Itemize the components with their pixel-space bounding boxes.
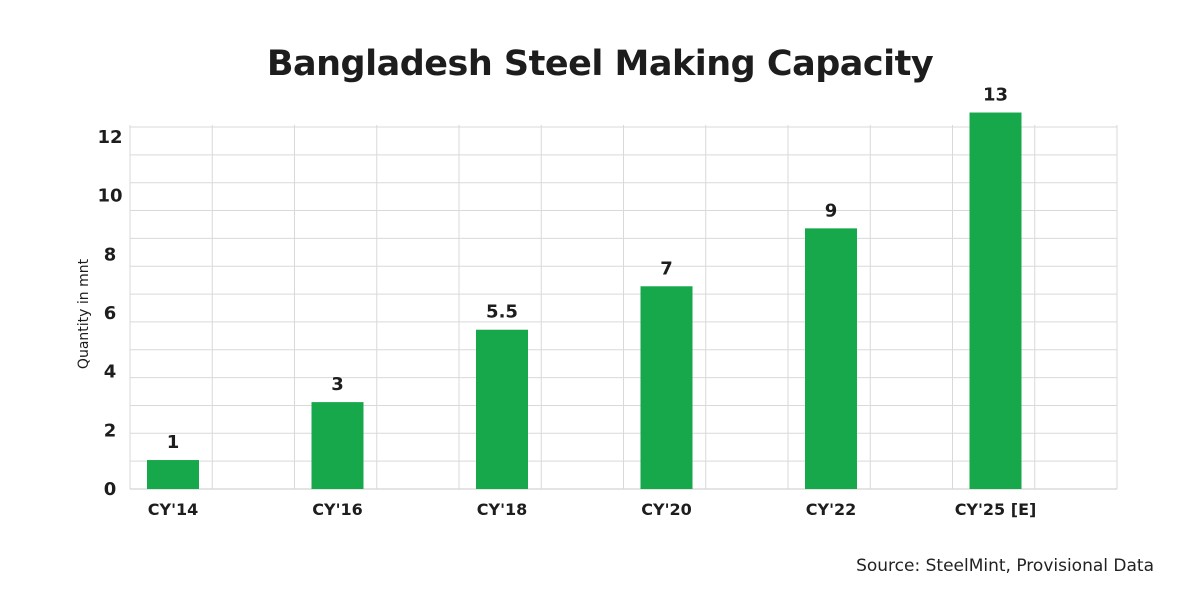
source-note: Source: SteelMint, Provisional Data bbox=[856, 556, 1154, 576]
y-tick-label: 0 bbox=[104, 479, 117, 500]
bar bbox=[969, 112, 1022, 490]
x-tick-label: CY'18 bbox=[477, 500, 528, 519]
grid-layer bbox=[129, 125, 1118, 490]
data-label: 1 bbox=[167, 432, 180, 453]
y-tick-label: 6 bbox=[104, 303, 117, 324]
bar bbox=[311, 402, 364, 489]
data-label: 3 bbox=[331, 374, 344, 395]
data-label: 5.5 bbox=[486, 302, 518, 323]
x-tick-label: CY'22 bbox=[806, 500, 857, 519]
label-layer: 0 2 4 6 8 10 12 1 CY'14 3 CY'16 5.5 CY'18 7 CY'20 9 CY'2… bbox=[97, 85, 1036, 519]
bar bbox=[640, 286, 693, 489]
bar bbox=[805, 228, 857, 490]
y-tick-label: 8 bbox=[104, 244, 117, 265]
y-tick-label: 12 bbox=[97, 127, 122, 148]
bar bbox=[476, 329, 528, 489]
x-tick-label: CY'16 bbox=[312, 500, 363, 519]
y-tick-label: 10 bbox=[97, 186, 122, 207]
chart-title: Bangladesh Steel Making Capacity bbox=[266, 44, 934, 84]
data-label: 9 bbox=[825, 200, 838, 221]
x-tick-label: CY'20 bbox=[641, 500, 692, 519]
x-tick-label: CY'25 [E] bbox=[955, 500, 1037, 519]
y-axis-label: Quantity in mnt bbox=[76, 258, 92, 369]
bar bbox=[147, 460, 199, 489]
y-tick-label: 2 bbox=[104, 420, 117, 441]
y-tick-label: 4 bbox=[104, 362, 117, 383]
data-label: 7 bbox=[660, 258, 673, 279]
bar-layer bbox=[147, 112, 1022, 490]
x-tick-label: CY'14 bbox=[148, 500, 199, 519]
data-label: 13 bbox=[983, 85, 1008, 106]
